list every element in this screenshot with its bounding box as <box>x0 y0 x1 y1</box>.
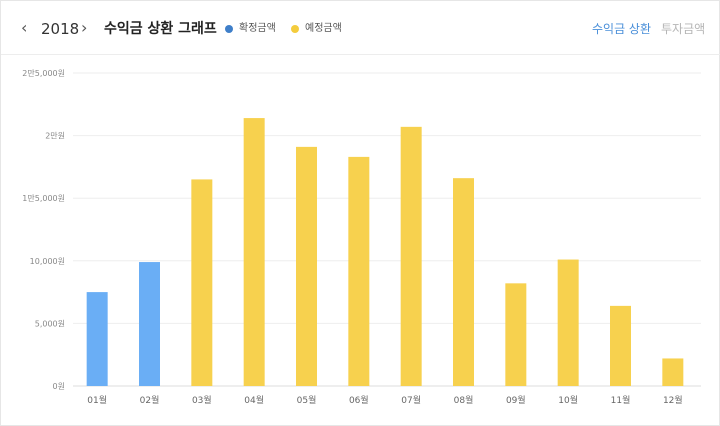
bar <box>139 262 160 386</box>
x-tick-label: 02월 <box>140 394 160 406</box>
bar <box>191 179 213 386</box>
bar-chart: 0원 5,000원 10,000원 1만5,000원 2만원 2만5,000원 01월 02월… <box>22 69 701 406</box>
bar <box>610 305 631 386</box>
bar <box>557 259 579 386</box>
x-tick-label: 06월 <box>349 394 369 406</box>
prev-year-button[interactable]: ‹ <box>21 18 28 37</box>
y-tick-label: 5,000원 <box>35 319 65 328</box>
bar <box>243 118 265 387</box>
bar <box>662 358 684 386</box>
legend-confirmed: 확정금액 <box>225 22 276 36</box>
legend-expected-dot <box>291 25 299 33</box>
legend-confirmed-label: 확정금액 <box>239 23 276 34</box>
legend-expected-label: 예정금액 <box>305 23 342 34</box>
bar <box>296 146 317 386</box>
x-tick-label: 04월 <box>244 394 264 406</box>
year-label: 2018 <box>41 20 80 38</box>
x-tick-label: 07월 <box>401 394 421 406</box>
tab-investment-amount[interactable]: 투자금액 <box>661 22 706 36</box>
x-tick-label: 08월 <box>454 394 474 406</box>
next-year-button[interactable]: › <box>81 18 88 37</box>
x-tick-label: 09월 <box>506 394 526 406</box>
x-tick-label: 03월 <box>192 394 212 406</box>
bar <box>86 292 108 386</box>
chart-title: 수익금 상환 그래프 <box>104 21 217 37</box>
x-tick-label: 11월 <box>611 394 631 406</box>
x-tick-label: 05월 <box>297 394 317 406</box>
y-tick-label: 1만5,000원 <box>22 194 65 203</box>
bar <box>453 178 474 386</box>
chart-header: ‹ 2018 › 수익금 상환 그래프 확정금액 예정금액 수익금 상환 투자금… <box>1 1 720 55</box>
y-tick-label: 10,000원 <box>30 257 65 266</box>
x-tick-label: 01월 <box>87 394 107 406</box>
bar <box>400 126 422 386</box>
tab-profit-repayment[interactable]: 수익금 상환 <box>592 22 652 36</box>
y-tick-label: 2만5,000원 <box>22 69 65 78</box>
x-tick-label: 10월 <box>558 394 578 406</box>
legend-expected: 예정금액 <box>291 22 342 36</box>
x-tick-label: 12월 <box>663 394 683 406</box>
y-tick-label: 2만원 <box>45 132 65 141</box>
bar <box>348 156 370 386</box>
bar <box>505 283 527 386</box>
legend-confirmed-dot <box>225 25 233 33</box>
y-tick-label: 0원 <box>53 382 65 391</box>
